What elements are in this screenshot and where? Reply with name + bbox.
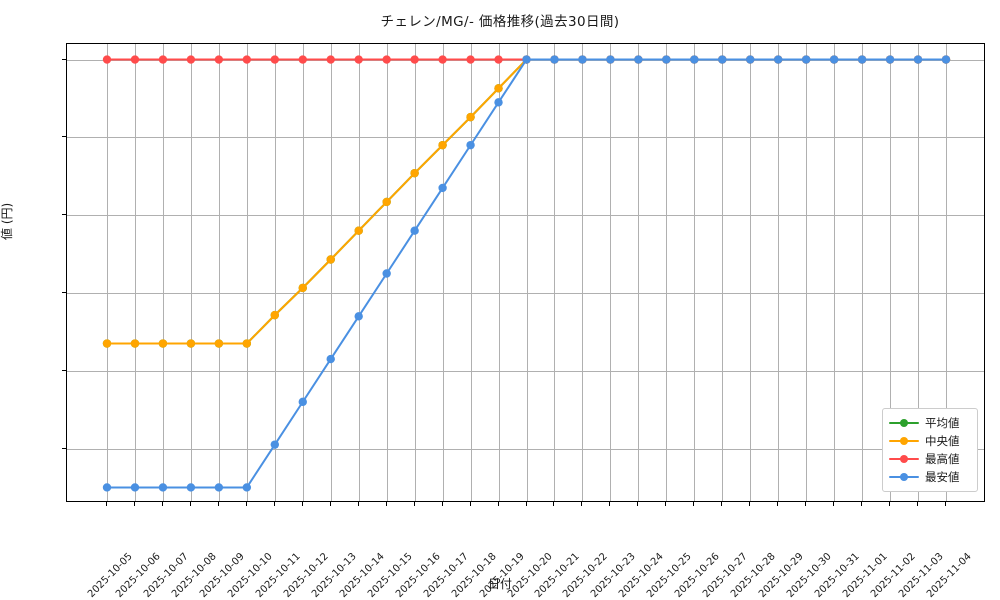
x-tick-mark — [301, 502, 303, 506]
x-tick-mark — [861, 502, 863, 506]
grid-line-vertical — [918, 44, 920, 501]
grid-line-vertical — [330, 44, 332, 501]
series-中央値 — [102, 55, 951, 348]
grid-line-vertical — [246, 44, 248, 501]
x-tick-mark — [609, 502, 611, 506]
x-tick-mark — [413, 502, 415, 506]
x-tick-mark — [665, 502, 667, 506]
grid-line-horizontal — [67, 215, 984, 217]
grid-line-horizontal — [67, 370, 984, 372]
grid-line-vertical — [526, 44, 528, 501]
y-tick-mark — [62, 136, 66, 138]
x-tick-mark — [917, 502, 919, 506]
grid-line-vertical — [610, 44, 612, 501]
x-tick-mark — [106, 502, 107, 506]
legend-item-中央値[interactable]: 中央値 — [889, 432, 971, 450]
grid-line-vertical — [582, 44, 584, 501]
grid-line-vertical — [778, 44, 780, 501]
grid-line-vertical — [190, 44, 192, 501]
legend-item-平均値[interactable]: 平均値 — [889, 414, 971, 432]
x-tick-mark — [217, 502, 219, 506]
grid-line-vertical — [750, 44, 752, 501]
x-tick-mark — [161, 502, 163, 506]
grid-line-vertical — [274, 44, 276, 501]
x-tick-mark — [497, 502, 499, 506]
x-tick-mark — [273, 502, 275, 506]
x-tick-mark — [581, 502, 583, 506]
legend-item-最高値[interactable]: 最高値 — [889, 450, 971, 468]
y-tick-mark — [62, 214, 66, 216]
x-tick-mark — [133, 502, 135, 506]
grid-line-vertical — [862, 44, 864, 501]
legend: 平均値中央値最高値最安値 — [882, 408, 978, 492]
x-tick-mark — [637, 502, 639, 506]
grid-line-vertical — [834, 44, 836, 501]
x-axis-label: 日付 — [487, 577, 512, 591]
grid-line-vertical — [666, 44, 668, 501]
grid-line-horizontal — [67, 292, 984, 294]
grid-line-vertical — [107, 44, 108, 501]
x-tick-mark — [189, 502, 191, 506]
y-axis-label: 値 (円) — [0, 202, 14, 240]
grid-line-vertical — [554, 44, 556, 501]
legend-marker-icon — [889, 471, 919, 483]
grid-line-vertical — [722, 44, 724, 501]
chart-title: チェレン/MG/- 価格推移(過去30日間) — [380, 14, 620, 30]
legend-marker-icon — [889, 417, 919, 429]
y-tick-mark — [62, 291, 66, 293]
x-tick-mark — [889, 502, 891, 506]
legend-item-最安値[interactable]: 最安値 — [889, 468, 971, 486]
grid-line-vertical — [218, 44, 220, 501]
x-tick-mark — [385, 502, 387, 506]
grid-line-vertical — [302, 44, 304, 501]
x-tick-mark — [525, 502, 527, 506]
legend-label: 中央値 — [925, 434, 960, 448]
x-tick-mark — [721, 502, 723, 506]
x-tick-mark — [749, 502, 751, 506]
x-tick-mark — [357, 502, 359, 506]
legend-label: 最安値 — [925, 470, 960, 484]
x-tick-mark — [441, 502, 443, 506]
x-tick-mark — [693, 502, 695, 506]
legend-label: 平均値 — [925, 416, 960, 430]
grid-line-vertical — [694, 44, 696, 501]
grid-line-vertical — [498, 44, 500, 501]
grid-line-vertical — [414, 44, 416, 501]
legend-marker-icon — [889, 435, 919, 447]
x-tick-mark — [833, 502, 835, 506]
plot-area — [66, 43, 985, 502]
y-tick-mark — [62, 369, 66, 371]
series-最安値 — [102, 55, 951, 492]
legend-label: 最高値 — [925, 452, 960, 466]
x-tick-mark — [553, 502, 555, 506]
legend-marker-icon — [889, 453, 919, 465]
x-tick-mark — [245, 502, 247, 506]
x-tick-mark — [777, 502, 779, 506]
x-tick-mark — [805, 502, 807, 506]
grid-line-vertical — [358, 44, 360, 501]
grid-line-vertical — [638, 44, 640, 501]
grid-line-vertical — [806, 44, 808, 501]
series-layer — [102, 55, 951, 492]
x-tick-mark — [469, 502, 471, 506]
grid-line-horizontal — [67, 137, 984, 139]
grid-line-vertical — [162, 44, 164, 501]
grid-line-vertical — [442, 44, 444, 501]
y-tick-mark — [62, 447, 66, 449]
x-tick-mark — [945, 502, 946, 506]
grid-line-vertical — [946, 44, 947, 501]
x-tick-mark — [329, 502, 331, 506]
grid-line-vertical — [134, 44, 136, 501]
grid-line-horizontal — [67, 448, 984, 450]
grid-line-vertical — [890, 44, 892, 501]
y-tick-mark — [62, 58, 66, 60]
grid-line-vertical — [470, 44, 472, 501]
series-平均値 — [102, 55, 951, 348]
